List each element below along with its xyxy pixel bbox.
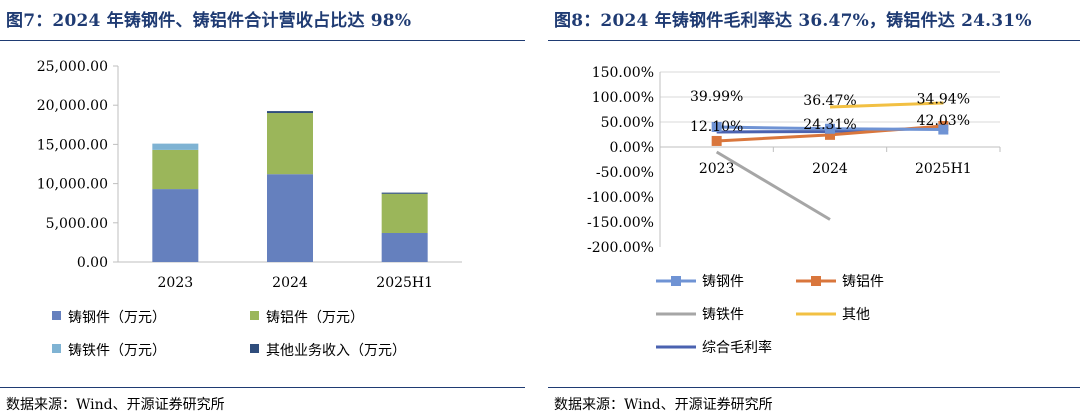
bar-segment-2 bbox=[152, 149, 199, 190]
figure-8-title: 图8：2024 年铸钢件毛利率达 36.47%，铸铝件达 24.31% bbox=[554, 11, 1032, 31]
bar-segment-4 bbox=[381, 192, 428, 194]
y-tick-label: 5,000.00 bbox=[46, 216, 108, 232]
figure-7-source: 数据来源：Wind、开源证券研究所 bbox=[6, 397, 225, 413]
legend-swatch bbox=[52, 311, 61, 320]
bar-segment-2 bbox=[267, 113, 313, 175]
data-label: 24.31% bbox=[803, 117, 856, 133]
legend-marker bbox=[811, 276, 821, 286]
series-line-3 bbox=[715, 150, 831, 221]
y-tick-label: 100.00% bbox=[592, 90, 654, 106]
figure-8-source: 数据来源：Wind、开源证券研究所 bbox=[554, 397, 773, 413]
line-chart: -200.00% -150.00% -100.00% -50.00% 0.00% 50.0… bbox=[587, 65, 1001, 356]
y-tick-label: 0.00 bbox=[77, 255, 108, 271]
y-tick-label: 0.00% bbox=[610, 140, 654, 156]
bar-segment-1 bbox=[152, 189, 199, 262]
figure-8-panel: 图8：2024 年铸钢件毛利率达 36.47%，铸铝件达 24.31% -200… bbox=[548, 0, 1080, 419]
data-label: 12.10% bbox=[690, 119, 743, 135]
x-tick-label: 2025H1 bbox=[915, 161, 972, 177]
legend-swatch bbox=[250, 344, 259, 353]
y-tick-label: -150.00% bbox=[587, 215, 654, 231]
series-marker-2 bbox=[711, 135, 722, 146]
series-line-4 bbox=[829, 101, 944, 109]
legend-marker bbox=[671, 276, 681, 286]
legend-swatch bbox=[250, 311, 259, 320]
legend-label: 铸钢件 bbox=[702, 274, 744, 290]
bar-segment-1 bbox=[381, 232, 428, 262]
x-tick-label: 2023 bbox=[158, 275, 194, 291]
legend-label: 铸钢件（万元） bbox=[68, 310, 166, 326]
figure-7-panel: 图7：2024 年铸钢件、铸铝件合计营收占比达 98% 0.00 5,000.00… bbox=[0, 0, 525, 419]
x-tick-label: 2023 bbox=[699, 161, 735, 177]
y-tick-label: -50.00% bbox=[596, 165, 654, 181]
legend-swatch bbox=[52, 344, 61, 353]
data-label: 36.47% bbox=[803, 93, 856, 109]
y-tick-label: 25,000.00 bbox=[37, 59, 108, 75]
y-tick-label: 50.00% bbox=[601, 115, 654, 131]
series-marker-1 bbox=[825, 123, 835, 134]
legend-label: 铸铁件（万元） bbox=[68, 343, 166, 359]
y-tick-label: 150.00% bbox=[592, 65, 654, 81]
x-tick-label: 2025H1 bbox=[376, 275, 433, 291]
legend-label: 铸铝件 bbox=[842, 274, 884, 290]
series-marker-1 bbox=[711, 122, 722, 133]
title-rule bbox=[0, 40, 525, 41]
source-rule bbox=[0, 387, 525, 388]
y-tick-label: 15,000.00 bbox=[37, 137, 108, 153]
series-marker-2 bbox=[825, 129, 835, 140]
bar-segment-2 bbox=[381, 193, 428, 233]
stacked-bar-chart: 0.00 5,000.00 10,000.00 15,000.00 20,000.00 2… bbox=[37, 59, 462, 359]
y-tick-label: 10,000.00 bbox=[37, 177, 108, 193]
bar-segment-3 bbox=[152, 143, 199, 150]
series-marker-1 bbox=[938, 124, 949, 135]
data-label: 39.99% bbox=[690, 89, 743, 105]
legend-label: 其他 bbox=[842, 307, 870, 323]
source-rule bbox=[548, 387, 1080, 388]
x-tick-label: 2024 bbox=[812, 161, 848, 177]
legend-label: 铸铝件（万元） bbox=[266, 310, 364, 326]
y-tick-label: -200.00% bbox=[587, 240, 654, 256]
y-tick-label: 20,000.00 bbox=[37, 98, 108, 114]
title-rule bbox=[548, 40, 1080, 41]
bar-segment-4 bbox=[267, 111, 313, 114]
bar-segment-1 bbox=[267, 174, 313, 262]
figure-7-title: 图7：2024 年铸钢件、铸铝件合计营收占比达 98% bbox=[6, 11, 412, 31]
y-tick-label: -100.00% bbox=[587, 190, 654, 206]
data-label: 34.94% bbox=[917, 92, 970, 108]
legend-label: 铸铁件 bbox=[702, 307, 744, 323]
x-tick-label: 2024 bbox=[272, 275, 308, 291]
data-label: 42.03% bbox=[917, 113, 970, 129]
legend-label: 综合毛利率 bbox=[702, 339, 772, 356]
legend-label: 其他业务收入（万元） bbox=[266, 343, 406, 359]
